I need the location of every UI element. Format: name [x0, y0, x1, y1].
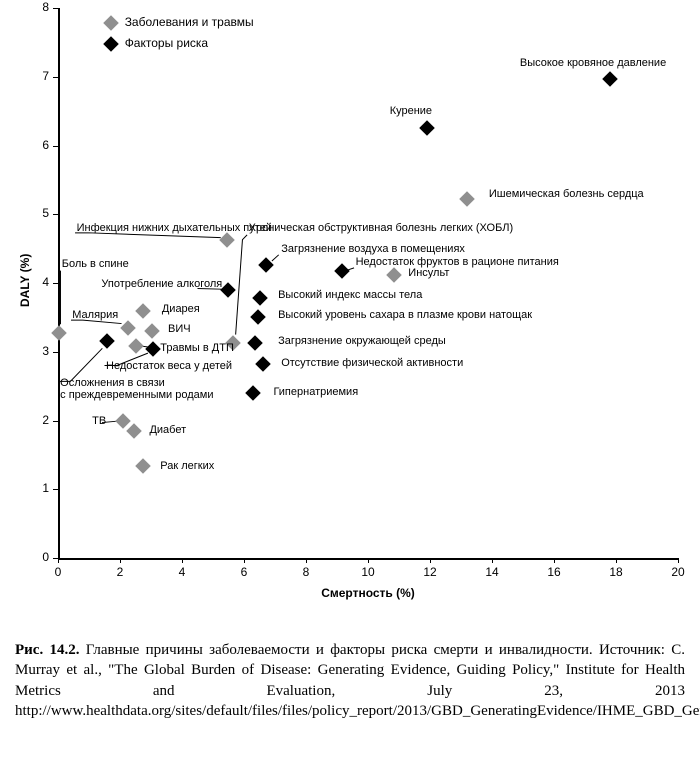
point-label: Хроническая обструктивная болезнь легких… [249, 222, 514, 234]
point-label: Курение [390, 105, 432, 117]
point-label: ВИЧ [168, 323, 191, 335]
data-point [246, 385, 262, 401]
point-label: Малярия [72, 309, 118, 321]
data-point [144, 323, 160, 339]
y-tick [53, 421, 58, 422]
legend-label: Факторы риска [125, 37, 208, 50]
data-point [387, 268, 403, 284]
x-tick-label: 12 [423, 565, 436, 579]
y-axis-label: DALY (%) [18, 254, 32, 307]
data-point [99, 334, 115, 350]
point-label: Осложнения в связис преждевременными род… [60, 377, 213, 401]
y-tick-label: 6 [42, 138, 49, 152]
point-label: Недостаток фруктов в рационе питания [356, 256, 559, 268]
y-tick [53, 352, 58, 353]
point-label: Загрязнение окружающей среды [278, 335, 446, 347]
point-label: Ишемическая болезнь сердца [489, 188, 644, 200]
point-label: Инсульт [408, 267, 449, 279]
x-tick-label: 2 [117, 565, 124, 579]
data-point [115, 413, 131, 429]
x-tick [244, 558, 245, 563]
x-tick [554, 558, 555, 563]
x-tick [616, 558, 617, 563]
point-label: Гипернатриемия [273, 386, 358, 398]
x-axis-label: Смертность (%) [321, 586, 415, 600]
x-tick [58, 558, 59, 563]
x-tick [120, 558, 121, 563]
data-point [602, 71, 618, 87]
data-point [252, 290, 268, 306]
legend-marker [103, 36, 119, 52]
y-tick [53, 558, 58, 559]
page: 02468101214161820012345678Смертность (%)… [0, 0, 700, 759]
point-label: Высокое кровяное давление [520, 57, 666, 69]
point-label: Рак легких [160, 460, 214, 472]
legend-marker [103, 15, 119, 31]
y-tick-label: 0 [42, 550, 49, 564]
data-point [51, 325, 67, 341]
figure-caption: Рис. 14.2. Главные причины заболеваемост… [15, 640, 685, 721]
y-tick-label: 4 [42, 275, 49, 289]
caption-prefix: Рис. 14.2. [15, 642, 80, 658]
data-point [219, 232, 235, 248]
point-label: Травмы в ДТП [160, 342, 234, 354]
y-tick [53, 8, 58, 9]
legend-label: Заболевания и травмы [125, 16, 254, 29]
x-tick-label: 16 [547, 565, 560, 579]
data-point [120, 320, 136, 336]
data-point [135, 303, 151, 319]
y-tick [53, 214, 58, 215]
x-tick-label: 18 [609, 565, 622, 579]
y-tick-label: 7 [42, 69, 49, 83]
x-tick [182, 558, 183, 563]
point-label: Высокий уровень сахара в плазме крови на… [278, 309, 532, 321]
y-tick [53, 489, 58, 490]
data-point [459, 191, 475, 207]
data-point [135, 458, 151, 474]
data-point [220, 282, 236, 298]
x-tick-label: 0 [55, 565, 62, 579]
point-label: Высокий индекс массы тела [278, 289, 422, 301]
x-tick-label: 6 [241, 565, 248, 579]
x-tick [368, 558, 369, 563]
point-label: Загрязнение воздуха в помещениях [281, 243, 465, 255]
x-tick-label: 4 [179, 565, 186, 579]
data-point [334, 264, 350, 280]
point-label: ТВ [92, 415, 106, 427]
point-label: Боль в спине [62, 258, 129, 270]
x-tick [678, 558, 679, 563]
y-tick [53, 146, 58, 147]
data-point [250, 309, 266, 325]
x-tick [492, 558, 493, 563]
x-tick-label: 14 [485, 565, 498, 579]
x-tick-label: 20 [671, 565, 684, 579]
y-tick-label: 2 [42, 413, 49, 427]
y-tick-label: 5 [42, 206, 49, 220]
data-point [419, 120, 435, 136]
x-tick-label: 8 [303, 565, 310, 579]
point-label: Отсутствие физической активности [281, 357, 463, 369]
data-point [255, 356, 271, 372]
y-tick-label: 8 [42, 0, 49, 14]
y-axis [58, 8, 60, 558]
data-point [247, 335, 263, 351]
data-point [126, 423, 142, 439]
y-tick-label: 1 [42, 481, 49, 495]
data-point [128, 338, 144, 354]
y-tick-label: 3 [42, 344, 49, 358]
x-tick [430, 558, 431, 563]
y-tick [53, 77, 58, 78]
point-label: Диарея [162, 303, 200, 315]
data-point [258, 257, 274, 273]
data-point [146, 341, 162, 357]
point-label: Инфекция нижних дыхательных путей [77, 222, 272, 234]
x-tick-label: 10 [361, 565, 374, 579]
point-label: Диабет [149, 424, 186, 436]
point-label: Употребление алкоголя [101, 278, 222, 290]
x-tick [306, 558, 307, 563]
point-label: Недостаток веса у детей [106, 360, 232, 372]
scatter-chart: 02468101214161820012345678Смертность (%)… [0, 0, 700, 628]
y-tick [53, 283, 58, 284]
